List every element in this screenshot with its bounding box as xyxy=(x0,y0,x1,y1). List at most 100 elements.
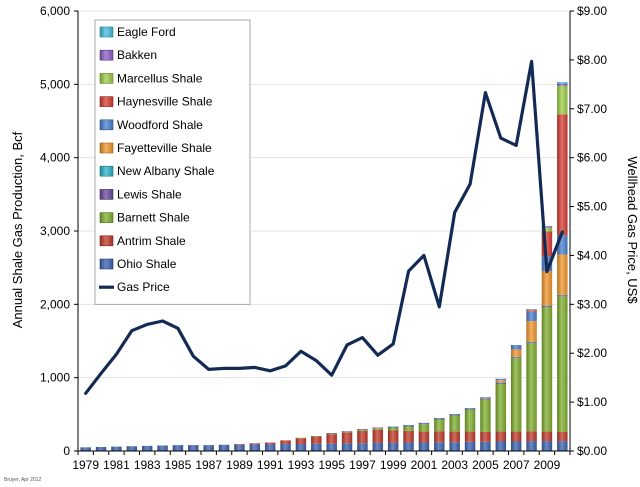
bar-segment-antrim-shale xyxy=(249,443,261,445)
y-left-tick-label: 2,000 xyxy=(40,297,70,311)
bar-stack-1984 xyxy=(157,445,168,451)
bar-segment-fayetteville-shale xyxy=(557,254,568,295)
bar-stack-1989 xyxy=(234,444,245,451)
bar-segment-ohio-shale xyxy=(80,447,91,451)
bar-segment-barnett-shale xyxy=(449,415,460,432)
x-tick-label: 1993 xyxy=(288,458,315,472)
bar-segment-lewis-shale xyxy=(557,295,568,297)
bar-segment-ohio-shale xyxy=(264,444,276,451)
legend-item-barnett-shale: Barnett Shale xyxy=(99,211,190,225)
bar-segment-new-albany-shale xyxy=(495,382,507,383)
bar-segment-antrim-shale xyxy=(464,431,476,442)
bar-segment-new-albany-shale xyxy=(403,424,414,426)
bar-segment-fayetteville-shale xyxy=(541,270,553,306)
bar-segment-antrim-shale xyxy=(357,430,368,444)
bar-stack-1994 xyxy=(311,435,322,451)
y-right-tick-label: $0.00 xyxy=(577,444,607,458)
bar-segment-eagle-ford xyxy=(541,225,553,227)
x-tick-label: 1999 xyxy=(380,458,407,472)
bar-segment-new-albany-shale xyxy=(541,305,553,306)
x-tick-label: 1985 xyxy=(165,458,192,472)
bar-segment-barnett-shale xyxy=(357,429,368,431)
bar-segment-barnett-shale xyxy=(311,435,322,437)
legend-swatch xyxy=(99,142,114,154)
y-left-tick-label: 1,000 xyxy=(40,371,70,385)
bar-segment-antrim-shale xyxy=(341,432,353,444)
x-tick-label: 1991 xyxy=(257,458,284,472)
bar-segment-new-albany-shale xyxy=(434,418,445,419)
bar-segment-new-albany-shale xyxy=(387,426,399,427)
bar-segment-new-albany-shale xyxy=(418,422,430,424)
bar-stack-1981 xyxy=(111,446,122,451)
y-right-tick-label: $4.00 xyxy=(577,248,607,262)
bar-segment-ohio-shale xyxy=(541,441,553,451)
bar-segment-barnett-shale xyxy=(295,437,307,439)
bar-segment-ohio-shale xyxy=(188,445,199,451)
bar-segment-new-albany-shale xyxy=(510,356,522,358)
x-tick-label: 2007 xyxy=(503,458,530,472)
bar-segment-lewis-shale xyxy=(341,431,353,432)
legend-swatch xyxy=(99,49,114,61)
y-right-tick-label: $1.00 xyxy=(577,395,607,409)
bar-segment-ohio-shale xyxy=(295,444,307,451)
x-tick-label: 2005 xyxy=(472,458,499,472)
bar-segment-lewis-shale xyxy=(526,342,537,344)
bar-stack-2003 xyxy=(449,413,460,451)
bar-segment-lewis-shale xyxy=(464,408,476,410)
x-tick-label: 2003 xyxy=(441,458,468,472)
legend-swatch xyxy=(99,96,114,107)
bar-segment-lewis-shale xyxy=(418,423,430,425)
bar-segment-new-albany-shale xyxy=(526,341,537,343)
bar-segment-fayetteville-shale xyxy=(480,397,491,399)
x-axis-ticks: 1979 1981 1983 1985 1987 1989 1991 1993 1995 1997… xyxy=(72,451,571,472)
bar-stack-1995 xyxy=(326,433,337,451)
bar-stack-1998 xyxy=(372,427,384,451)
bar-segment-fayetteville-shale xyxy=(526,321,537,342)
bar-segment-barnett-shale xyxy=(526,343,537,432)
y-axis-left-title: Annual Shale Gas Production, Bcf xyxy=(10,131,25,328)
legend-item-gas-price: Gas Price xyxy=(99,280,170,294)
bar-segment-barnett-shale xyxy=(372,428,384,430)
bar-segment-barnett-shale xyxy=(387,427,399,431)
bar-segment-ohio-shale xyxy=(157,445,168,451)
bar-segment-bakken xyxy=(557,83,568,86)
bar-segment-woodford-shale xyxy=(526,311,537,322)
bar-segment-barnett-shale xyxy=(403,426,414,431)
x-tick-label: 2009 xyxy=(534,458,561,472)
legend-label: Haynesville Shale xyxy=(117,95,213,109)
y-left-tick-label: 6,000 xyxy=(40,4,70,18)
credit-text: Bruyer, Apr 2012 xyxy=(4,477,41,483)
legend-item-eagle-ford: Eagle Ford xyxy=(99,25,176,39)
bar-segment-ohio-shale xyxy=(172,445,184,451)
x-tick-label: 1981 xyxy=(103,458,130,472)
legend: Eagle Ford Bakken Marcellus Shale Haynesvil… xyxy=(94,19,251,305)
y-right-tick-label: $5.00 xyxy=(577,200,607,214)
bar-segment-antrim-shale xyxy=(326,434,337,444)
legend-swatch xyxy=(99,119,114,131)
bar-segment-antrim-shale xyxy=(495,431,507,442)
legend-label: Bakken xyxy=(117,48,157,62)
y-right-tick-label: $3.00 xyxy=(577,297,607,311)
y-left-tick-label: 5,000 xyxy=(40,77,70,91)
bar-segment-lewis-shale xyxy=(541,305,553,307)
legend-label: Fayetteville Shale xyxy=(117,141,212,155)
bar-stack-1982 xyxy=(126,446,138,451)
legend-item-ohio-shale: Ohio Shale xyxy=(99,257,177,271)
bar-segment-barnett-shale xyxy=(341,431,353,433)
y-right-tick-label: $2.00 xyxy=(577,346,607,360)
bar-segment-barnett-shale xyxy=(326,433,337,435)
bar-segment-barnett-shale xyxy=(480,399,491,432)
bar-segment-ohio-shale xyxy=(418,442,430,451)
bar-segment-ohio-shale xyxy=(218,444,230,451)
bar-segment-haynesville-shale xyxy=(526,310,537,312)
legend-swatch xyxy=(99,212,114,223)
bar-stack-1991 xyxy=(264,442,276,451)
bar-segment-barnett-shale xyxy=(418,424,430,432)
bar-segment-woodford-shale xyxy=(557,235,568,255)
bar-segment-antrim-shale xyxy=(418,431,430,443)
bar-segment-ohio-shale xyxy=(464,441,476,451)
legend-label: Marcellus Shale xyxy=(117,71,203,85)
bar-segment-ohio-shale xyxy=(495,441,507,451)
bar-segment-barnett-shale xyxy=(541,306,553,432)
bar-segment-marcellus-shale xyxy=(526,309,537,311)
